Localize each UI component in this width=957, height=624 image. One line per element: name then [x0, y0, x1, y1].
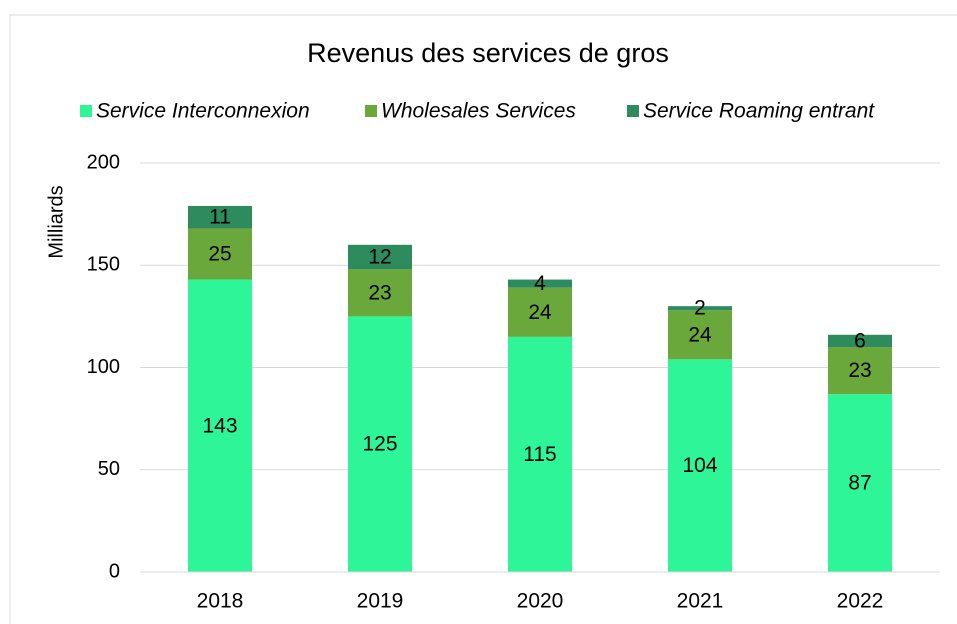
y-tick-label: 200: [87, 151, 120, 173]
bar-segment: [668, 306, 732, 311]
legend-label: Service Roaming entrant: [643, 100, 875, 123]
data-label: 25: [208, 243, 231, 266]
chart-border: [9, 14, 957, 624]
legend-label: Service Interconnexion: [96, 100, 310, 123]
bar-segment: [828, 394, 892, 572]
legend-swatch: [80, 105, 92, 117]
x-tick-label: 2020: [517, 590, 564, 613]
y-axis-label: Milliards: [45, 185, 67, 258]
bar-segment: [188, 228, 252, 280]
data-label: 12: [368, 246, 391, 269]
bar-segment: [508, 287, 572, 337]
x-tick-label: 2022: [837, 590, 884, 613]
bar-segment: [668, 310, 732, 360]
data-label: 24: [688, 323, 712, 346]
x-tick-label: 2021: [677, 590, 724, 613]
data-label: 24: [528, 301, 552, 324]
data-label: 143: [202, 414, 237, 437]
bar-segment: [348, 244, 412, 270]
y-tick-label: 50: [98, 458, 120, 480]
data-label: 87: [848, 472, 871, 495]
bar-segment: [508, 336, 572, 572]
legend-label: Wholesales Services: [381, 100, 576, 123]
bar-segment: [348, 316, 412, 572]
data-label: 23: [368, 281, 391, 304]
bar-segment: [348, 269, 412, 317]
y-tick-label: 0: [109, 560, 120, 582]
legend-swatch: [627, 105, 639, 117]
data-label: 4: [534, 272, 546, 295]
bar-segment: [188, 279, 252, 572]
data-label: 125: [362, 433, 397, 456]
bar-segment: [188, 205, 252, 229]
y-tick-label: 150: [87, 254, 120, 276]
data-label: 104: [682, 454, 717, 477]
bar-segment: [828, 334, 892, 348]
bar-segment: [508, 279, 572, 288]
x-tick-label: 2018: [197, 590, 244, 613]
data-label: 11: [209, 206, 231, 229]
x-tick-label: 2019: [357, 590, 404, 613]
y-tick-label: 100: [87, 356, 120, 378]
data-label: 115: [523, 443, 556, 466]
bar-segment: [668, 359, 732, 572]
data-label: 6: [854, 329, 866, 352]
data-label: 2: [694, 297, 706, 320]
chart-title: Revenus des services de gros: [307, 38, 669, 68]
legend-swatch: [365, 105, 377, 117]
data-label: 23: [848, 359, 871, 382]
bar-segment: [828, 347, 892, 395]
